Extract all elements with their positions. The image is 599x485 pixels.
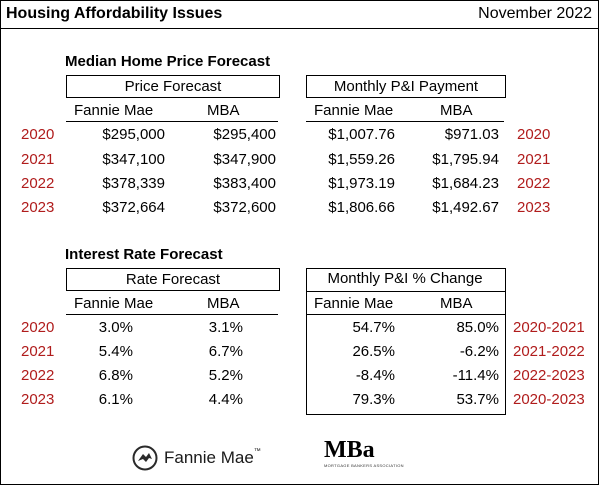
- chg-col-fannie: Fannie Mae: [314, 295, 394, 312]
- price-forecast-label: Price Forecast: [66, 75, 280, 98]
- mba-rate: 6.7%: [208, 343, 243, 360]
- fannie-pi: $1,806.66: [328, 199, 395, 216]
- pi-change-box: [306, 268, 506, 415]
- fannie-pi: $1,559.26: [328, 151, 395, 168]
- monthly-pi-label: Monthly P&I Payment: [306, 75, 506, 98]
- mba-subtitle: MORTGAGE BANKERS ASSOCIATION: [324, 463, 404, 468]
- mba-change: -6.2%: [459, 343, 499, 360]
- chg-header-rule: [306, 314, 505, 315]
- pi-header-rule: [306, 121, 504, 122]
- mba-rate: 5.2%: [208, 367, 243, 384]
- fannie-rate: 6.8%: [98, 367, 133, 384]
- price-section-title: Median Home Price Forecast: [65, 53, 271, 70]
- pi-change-top-rule: [306, 291, 505, 292]
- row-year: 2022: [21, 175, 55, 192]
- change-period: 2022-2023: [513, 367, 585, 384]
- rate-col-mba: MBA: [207, 295, 240, 312]
- fannie-pi: $1,007.76: [328, 126, 395, 143]
- price-col-mba: MBA: [207, 102, 240, 119]
- rate-forecast-label: Rate Forecast: [66, 268, 280, 291]
- mba-price: $372,600: [213, 199, 276, 216]
- fannie-change: 79.3%: [352, 391, 395, 408]
- fannie-mae-wordmark: Fannie Mae™: [164, 448, 261, 467]
- pi-change-label: Monthly P&I % Change: [327, 270, 483, 287]
- row-year-right: 2020: [517, 126, 551, 143]
- row-year: 2021: [21, 151, 55, 168]
- change-period: 2020-2021: [513, 319, 585, 336]
- row-year-right: 2022: [517, 175, 551, 192]
- change-period: 2020-2023: [513, 391, 585, 408]
- mba-pi: $1,684.23: [432, 175, 499, 192]
- row-year: 2023: [21, 199, 55, 216]
- row-year: 2023: [21, 391, 55, 408]
- header-bar: Housing Affordability Issues November 20…: [1, 1, 598, 29]
- fannie-price: $378,339: [102, 175, 165, 192]
- report-date: November 2022: [478, 5, 592, 22]
- mba-logo: MBa MORTGAGE BANKERS ASSOCIATION: [324, 437, 404, 468]
- fannie-rate: 3.0%: [98, 319, 133, 336]
- mba-change: 53.7%: [456, 391, 499, 408]
- mba-price: $383,400: [213, 175, 276, 192]
- rate-section-title: Interest Rate Forecast: [65, 246, 223, 263]
- mba-price: $295,400: [213, 126, 276, 143]
- mba-price: $347,900: [213, 151, 276, 168]
- mba-rate: 4.4%: [208, 391, 243, 408]
- row-year: 2022: [21, 367, 55, 384]
- row-year: 2020: [21, 319, 55, 336]
- row-year: 2021: [21, 343, 55, 360]
- fannie-rate: 5.4%: [98, 343, 133, 360]
- fannie-price: $347,100: [102, 151, 165, 168]
- fannie-price: $372,664: [102, 199, 165, 216]
- fannie-mae-house-icon: [132, 445, 158, 471]
- change-period: 2021-2022: [513, 343, 585, 360]
- mba-pi: $971.03: [444, 126, 499, 143]
- pi-col-fannie: Fannie Mae: [314, 102, 394, 119]
- mba-pi: $1,795.94: [432, 151, 499, 168]
- rate-header-rule: [66, 314, 278, 315]
- row-year-right: 2021: [517, 151, 551, 168]
- row-year-right: 2023: [517, 199, 551, 216]
- price-col-fannie: Fannie Mae: [74, 102, 154, 119]
- fannie-mae-logo: Fannie Mae™: [132, 445, 261, 471]
- mba-rate: 3.1%: [208, 319, 243, 336]
- row-year: 2020: [21, 126, 55, 143]
- fannie-pi: $1,973.19: [328, 175, 395, 192]
- fannie-change: 54.7%: [352, 319, 395, 336]
- price-header-rule: [66, 121, 278, 122]
- pi-col-mba: MBA: [440, 102, 473, 119]
- mba-change: -11.4%: [452, 367, 499, 384]
- fannie-change: -8.4%: [355, 367, 395, 384]
- logos-row: Fannie Mae™ MBa MORTGAGE BANKERS ASSOCIA…: [1, 437, 598, 477]
- rate-col-fannie: Fannie Mae: [74, 295, 154, 312]
- mba-change: 85.0%: [456, 319, 499, 336]
- fannie-rate: 6.1%: [98, 391, 133, 408]
- fannie-change: 26.5%: [352, 343, 395, 360]
- chg-col-mba: MBA: [440, 295, 473, 312]
- mba-pi: $1,492.67: [432, 199, 499, 216]
- mba-wordmark: MBa: [324, 437, 375, 463]
- report-title: Housing Affordability Issues: [6, 5, 223, 22]
- fannie-price: $295,000: [102, 126, 165, 143]
